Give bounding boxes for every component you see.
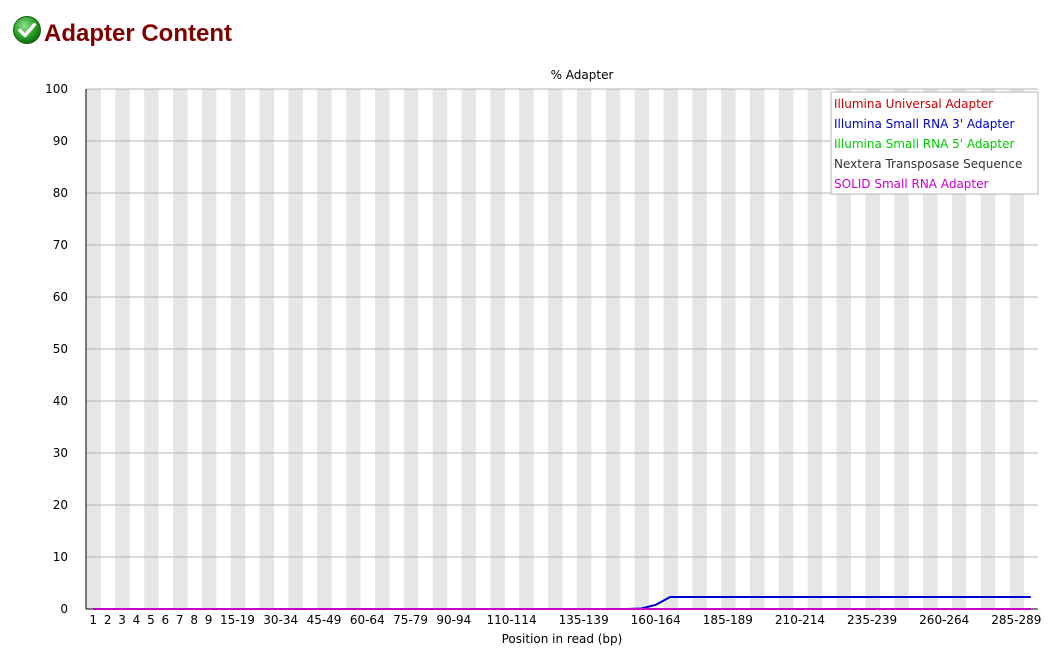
x-tick-label: 235-239: [847, 613, 897, 627]
x-tick-label: 3: [118, 613, 126, 627]
y-tick-label: 40: [53, 394, 68, 408]
y-tick-label: 50: [53, 342, 68, 356]
chart-title: % Adapter: [551, 68, 614, 82]
y-tick-labels: 0 10 20 30 40 50 60 70 80 90 100: [45, 82, 68, 616]
report-header: Adapter Content: [12, 10, 232, 50]
legend-box: [830, 91, 1039, 195]
check-icon: [13, 16, 41, 44]
horizontal-gridlines: [86, 88, 1038, 610]
x-tick-label: 9: [205, 613, 213, 627]
page-title: Adapter Content: [44, 20, 232, 47]
series-lines: [93, 596, 1031, 610]
y-tick-label: 60: [53, 290, 68, 304]
x-tick-label: 5: [147, 613, 155, 627]
legend-entry: Nextera Transposase Sequence: [834, 157, 1022, 171]
legend-entry: SOLID Small RNA Adapter: [834, 177, 988, 191]
y-tick-label: 20: [53, 498, 68, 512]
y-tick-label: 80: [53, 186, 68, 200]
x-tick-label: 45-49: [307, 613, 342, 627]
x-tick-label: 8: [190, 613, 198, 627]
y-tick-label: 90: [53, 134, 68, 148]
x-tick-label: 15-19: [220, 613, 255, 627]
x-tick-label: 90-94: [436, 613, 471, 627]
legend: Illumina Universal Adapter Illumina Small…: [830, 91, 1039, 195]
x-tick-label: 260-264: [919, 613, 969, 627]
x-tick-label: 1: [89, 613, 97, 627]
y-tick-label: 0: [60, 602, 68, 616]
x-tick-label: 160-164: [631, 613, 681, 627]
x-tick-label: 75-79: [393, 613, 428, 627]
y-tick-label: 70: [53, 238, 68, 252]
x-tick-label: 110-114: [486, 613, 536, 627]
x-tick-label: 135-139: [559, 613, 609, 627]
x-tick-labels: 1 2 3 4 5 6 7 8 9 15-19 30-34 45-49 60-64 75-79 90-94 1…: [89, 613, 1041, 627]
x-tick-label: 285-289: [991, 613, 1041, 627]
x-tick-label: 185-189: [703, 613, 753, 627]
x-tick-label: 210-214: [775, 613, 825, 627]
x-tick-label: 7: [176, 613, 184, 627]
legend-entry: Illumina Universal Adapter: [834, 97, 993, 111]
x-axis-label: Position in read (bp): [502, 632, 623, 646]
x-tick-label: 60-64: [350, 613, 385, 627]
legend-entry: Illumina Small RNA 3' Adapter: [834, 117, 1015, 131]
x-tick-label: 2: [104, 613, 112, 627]
x-tick-label: 30-34: [263, 613, 298, 627]
x-tick-label: 6: [162, 613, 170, 627]
y-tick-label: 100: [45, 82, 68, 96]
y-tick-label: 10: [53, 550, 68, 564]
legend-entry: Illumina Small RNA 5' Adapter: [834, 137, 1015, 151]
x-tick-label: 4: [133, 613, 141, 627]
y-tick-label: 30: [53, 446, 68, 460]
